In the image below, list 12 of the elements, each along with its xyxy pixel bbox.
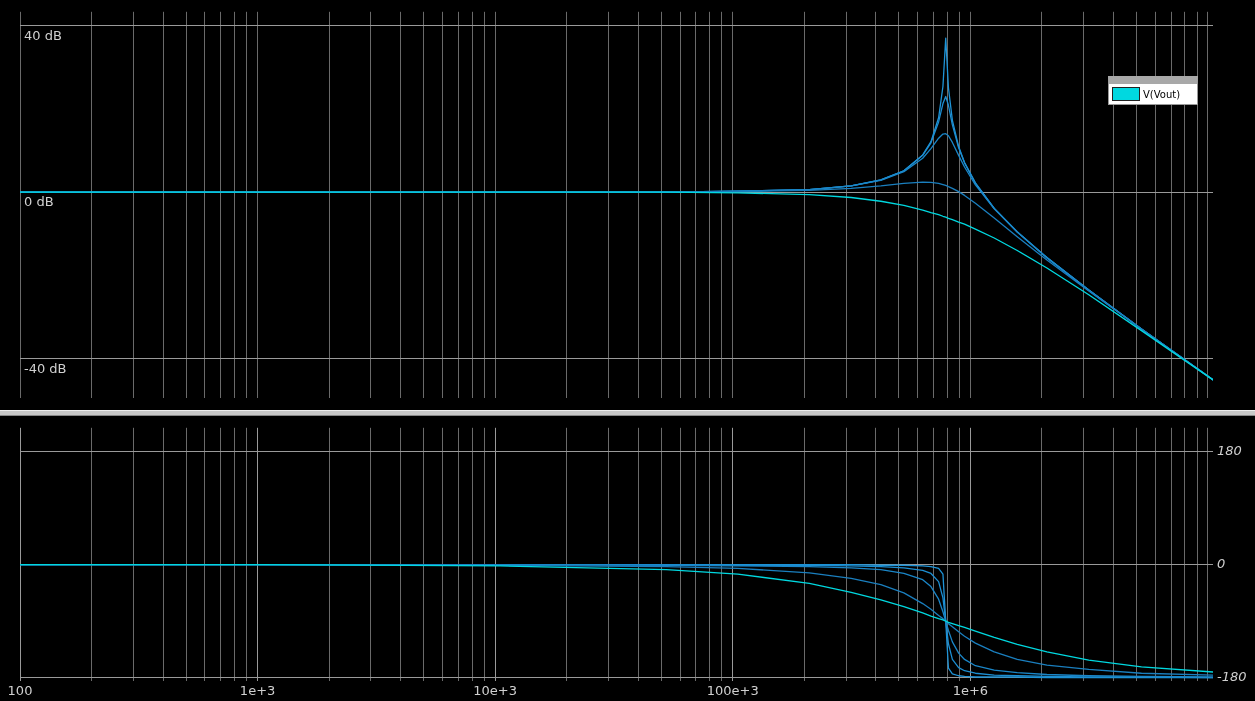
x-tick-label: 1e+3 bbox=[239, 682, 276, 698]
y-tick-label: -180 bbox=[1217, 669, 1247, 685]
y-tick-label: 180 bbox=[1217, 443, 1242, 459]
x-tick-label: 1e+6 bbox=[952, 682, 989, 698]
y-tick-label: 0 bbox=[1217, 556, 1226, 572]
legend-label: V(Vout) bbox=[1143, 88, 1181, 100]
x-tick-label: 10e+3 bbox=[473, 682, 518, 698]
y-tick-label: 40 dB bbox=[24, 27, 62, 43]
x-tick-label: 100e+3 bbox=[706, 682, 759, 698]
y-tick-label: -40 dB bbox=[24, 361, 67, 377]
y-tick-label: 0 dB bbox=[24, 194, 54, 210]
x-tick-label: 100 bbox=[7, 682, 33, 698]
